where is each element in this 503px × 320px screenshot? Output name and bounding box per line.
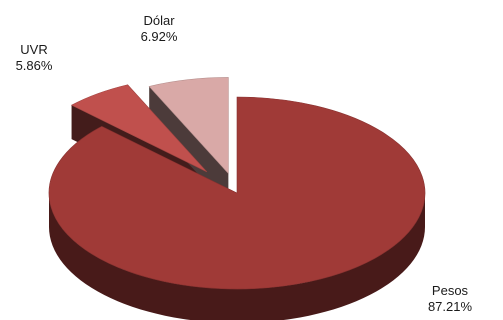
slice-value-dolar: 6.92% xyxy=(140,29,178,44)
slice-rim-pesos-0 xyxy=(49,193,425,320)
slice-value-uvr: 5.86% xyxy=(15,58,53,73)
slice-pesos xyxy=(48,96,426,290)
slice-name-dolar: Dólar xyxy=(143,13,175,28)
slice-name-uvr: UVR xyxy=(20,42,48,57)
slice-label-pesos: Pesos 87.21% xyxy=(410,283,490,315)
slice-label-dolar: Dólar 6.92% xyxy=(124,13,194,45)
slice-uvr xyxy=(70,84,208,173)
slice-dolar xyxy=(148,77,229,175)
slice-label-uvr: UVR 5.86% xyxy=(2,42,66,74)
pie-tops xyxy=(48,77,426,290)
slice-name-pesos: Pesos xyxy=(431,283,469,298)
slice-value-pesos: 87.21% xyxy=(427,299,473,314)
slice-wall-dolar-0 xyxy=(149,86,229,208)
